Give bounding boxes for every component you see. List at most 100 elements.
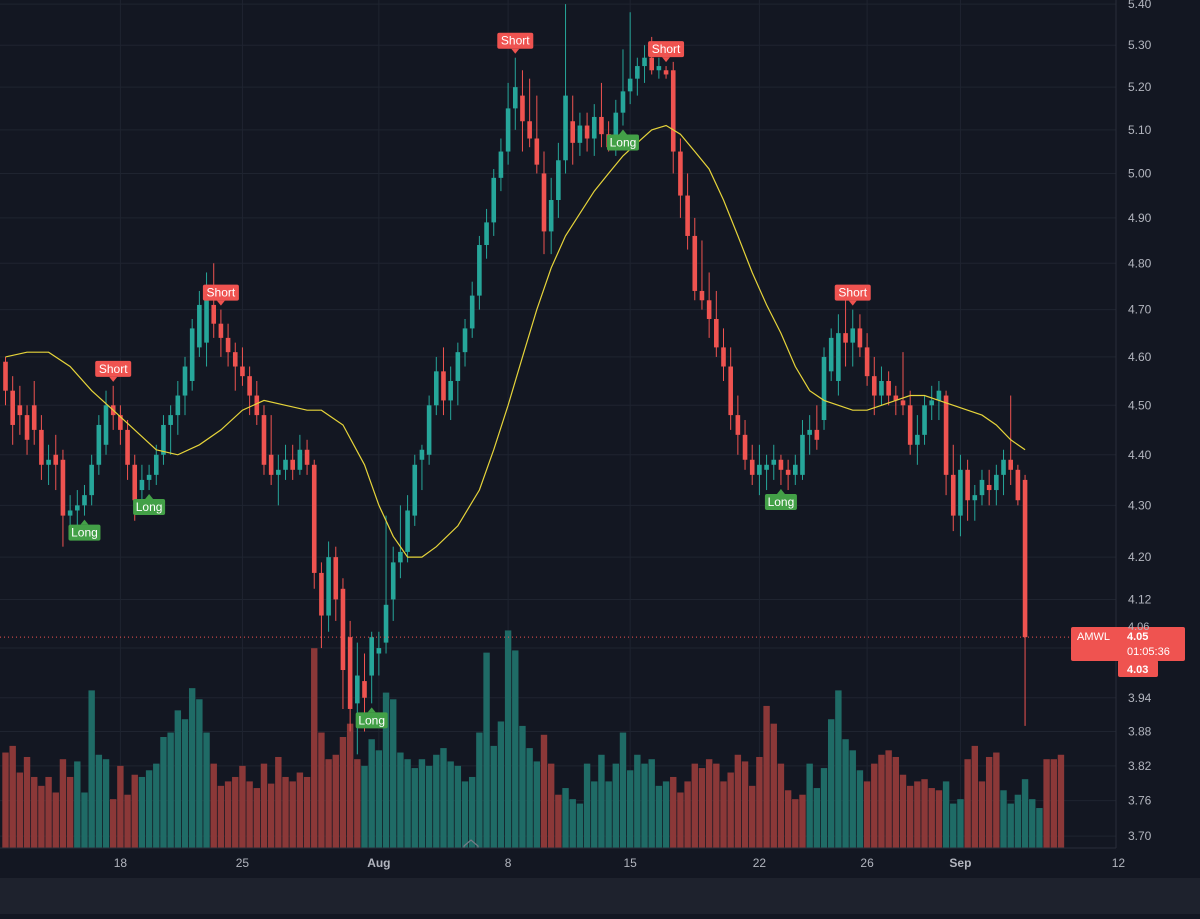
candle-body bbox=[211, 304, 217, 324]
price-tick-label: 5.30 bbox=[1128, 38, 1152, 52]
candle-body bbox=[563, 95, 568, 161]
candle bbox=[197, 290, 202, 357]
price-tick-label: 3.76 bbox=[1128, 794, 1152, 808]
candle-body bbox=[714, 318, 719, 348]
candle bbox=[512, 57, 518, 130]
candle-body bbox=[857, 328, 863, 348]
candle bbox=[749, 444, 755, 485]
candle-body bbox=[426, 405, 432, 455]
volume-bar bbox=[425, 765, 433, 848]
volume-bar bbox=[9, 745, 16, 848]
candle bbox=[541, 151, 547, 255]
candle bbox=[534, 95, 540, 174]
volume-bar bbox=[727, 772, 734, 848]
candle bbox=[1001, 449, 1006, 496]
candle bbox=[714, 290, 719, 357]
volume-bar bbox=[670, 776, 677, 848]
volume-bar bbox=[16, 772, 24, 848]
candle-body bbox=[577, 125, 583, 143]
signal-pointer bbox=[776, 488, 785, 494]
signal-box bbox=[834, 284, 871, 301]
long-signal-label: Long bbox=[606, 129, 639, 151]
candle bbox=[548, 177, 554, 255]
volume-bar bbox=[217, 785, 225, 848]
candle bbox=[398, 505, 403, 579]
volume-bar bbox=[181, 719, 189, 848]
candle-body bbox=[1001, 459, 1006, 475]
volume-bar bbox=[634, 754, 641, 848]
volume-bar bbox=[591, 781, 598, 848]
signal-text: Short bbox=[99, 362, 128, 376]
candle bbox=[1022, 474, 1028, 726]
candle-body bbox=[347, 637, 353, 709]
candle-body bbox=[455, 352, 461, 381]
candle bbox=[699, 240, 705, 310]
candle-body bbox=[757, 464, 762, 475]
candle-body bbox=[520, 95, 525, 122]
candle bbox=[118, 405, 123, 445]
signal-text: Short bbox=[838, 286, 867, 300]
candle bbox=[771, 444, 777, 480]
candle bbox=[599, 82, 604, 148]
symbol-label: AMWL bbox=[1077, 631, 1110, 643]
volume-bar bbox=[641, 763, 648, 848]
volume-bar bbox=[210, 763, 217, 848]
candle bbox=[943, 390, 949, 496]
volume-bar bbox=[368, 739, 375, 848]
time-tick-label: 18 bbox=[114, 856, 128, 870]
volume-bar bbox=[942, 781, 950, 848]
candle bbox=[986, 469, 992, 506]
volume-bar bbox=[806, 763, 813, 848]
candle bbox=[39, 415, 44, 480]
time-tick-label: 25 bbox=[236, 856, 250, 870]
volume-bar bbox=[842, 739, 849, 848]
volume-bar bbox=[741, 761, 749, 848]
last-price-badge-background bbox=[1071, 627, 1185, 661]
candle bbox=[670, 61, 676, 174]
candle bbox=[53, 434, 59, 491]
candle bbox=[742, 420, 748, 470]
candle-body bbox=[527, 121, 532, 139]
candle bbox=[268, 415, 274, 485]
candle bbox=[785, 459, 791, 491]
volume-bar bbox=[102, 759, 110, 848]
volume-bar bbox=[720, 781, 727, 848]
volume-bar bbox=[232, 776, 239, 848]
candle-body bbox=[383, 604, 389, 643]
volume-bar bbox=[985, 756, 993, 848]
volume-bar bbox=[899, 774, 907, 848]
candle-body bbox=[139, 479, 145, 491]
candle-body bbox=[146, 474, 152, 480]
candle-body bbox=[355, 675, 360, 704]
price-tick-label: 3.88 bbox=[1128, 725, 1152, 739]
candle bbox=[900, 352, 906, 416]
candle-body bbox=[53, 454, 59, 465]
candle-body bbox=[498, 151, 504, 178]
volume-bar bbox=[23, 756, 31, 848]
candle-body bbox=[261, 415, 267, 465]
volume-bar bbox=[957, 799, 964, 848]
candle-body bbox=[290, 459, 295, 470]
candle-body bbox=[915, 434, 920, 445]
candle bbox=[591, 104, 597, 156]
candle bbox=[520, 70, 525, 152]
time-axis[interactable]: 18 25 Aug 8 15 22 26 Sep 12 bbox=[114, 856, 1126, 870]
candle-body bbox=[175, 395, 181, 416]
signal-box bbox=[355, 712, 388, 729]
candle-body bbox=[189, 328, 195, 381]
candle bbox=[678, 138, 683, 218]
short-signal-label: Short bbox=[497, 32, 534, 54]
candle-body bbox=[556, 160, 561, 201]
candle bbox=[800, 420, 805, 480]
candle-body bbox=[685, 195, 690, 236]
candle bbox=[175, 380, 181, 435]
volume-bar bbox=[734, 754, 742, 848]
candle-body bbox=[800, 434, 805, 475]
volume-bar bbox=[906, 785, 914, 848]
candle-body bbox=[692, 235, 698, 291]
volume-bar bbox=[375, 750, 383, 848]
candle-body bbox=[362, 681, 367, 698]
candle-body bbox=[434, 371, 439, 406]
